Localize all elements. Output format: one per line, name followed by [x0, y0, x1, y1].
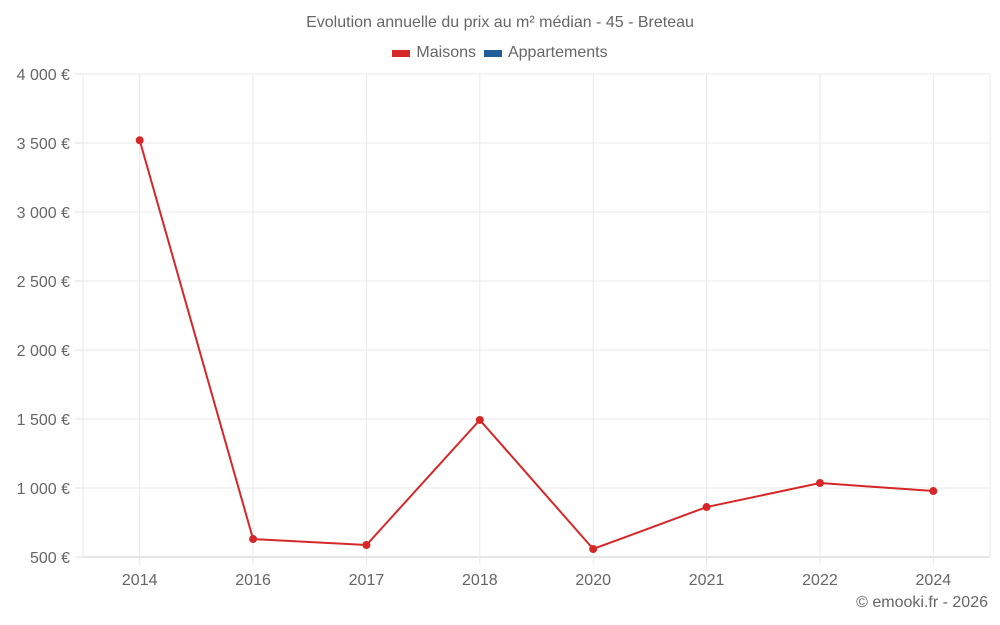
x-tick-label: 2021 [689, 572, 725, 589]
chart-title: Evolution annuelle du prix au m² médian … [306, 14, 694, 31]
legend-item-appartements[interactable]: Appartements [483, 44, 608, 62]
y-tick-label: 1 000 € [17, 481, 70, 498]
legend-label: Maisons [416, 44, 476, 61]
y-tick-label: 2 000 € [17, 343, 70, 360]
data-point[interactable] [249, 535, 258, 544]
y-tick-label: 4 000 € [17, 67, 70, 84]
x-tick-label: 2016 [235, 572, 271, 589]
data-point[interactable] [815, 479, 824, 488]
y-tick-label: 2 500 € [17, 274, 70, 291]
x-tick-label: 2018 [462, 572, 498, 589]
x-tick-label: 2014 [122, 572, 158, 589]
y-tick-label: 3 000 € [17, 205, 70, 222]
credit-text: © emooki.fr - 2026 [856, 594, 988, 611]
y-tick-label: 3 500 € [17, 136, 70, 153]
series-line-maisons [138, 139, 934, 551]
y-tick-label: 500 € [30, 550, 70, 567]
x-tick-label: 2017 [349, 572, 385, 589]
legend: Maisons Appartements [0, 44, 1000, 62]
data-point[interactable] [362, 540, 371, 549]
x-tick-label: 2022 [802, 572, 838, 589]
data-point[interactable] [589, 544, 598, 553]
data-point[interactable] [475, 415, 484, 424]
appartements-swatch-icon [483, 49, 502, 57]
data-point[interactable] [929, 487, 938, 496]
legend-label: Appartements [507, 44, 608, 61]
maisons-swatch-icon [392, 49, 411, 57]
data-point[interactable] [702, 503, 711, 512]
y-tick-label: 1 500 € [17, 412, 70, 429]
x-tick-label: 2024 [916, 572, 952, 589]
x-tick-label: 2020 [575, 572, 611, 589]
data-point[interactable] [135, 136, 144, 145]
legend-item-maisons[interactable]: Maisons [392, 44, 476, 62]
